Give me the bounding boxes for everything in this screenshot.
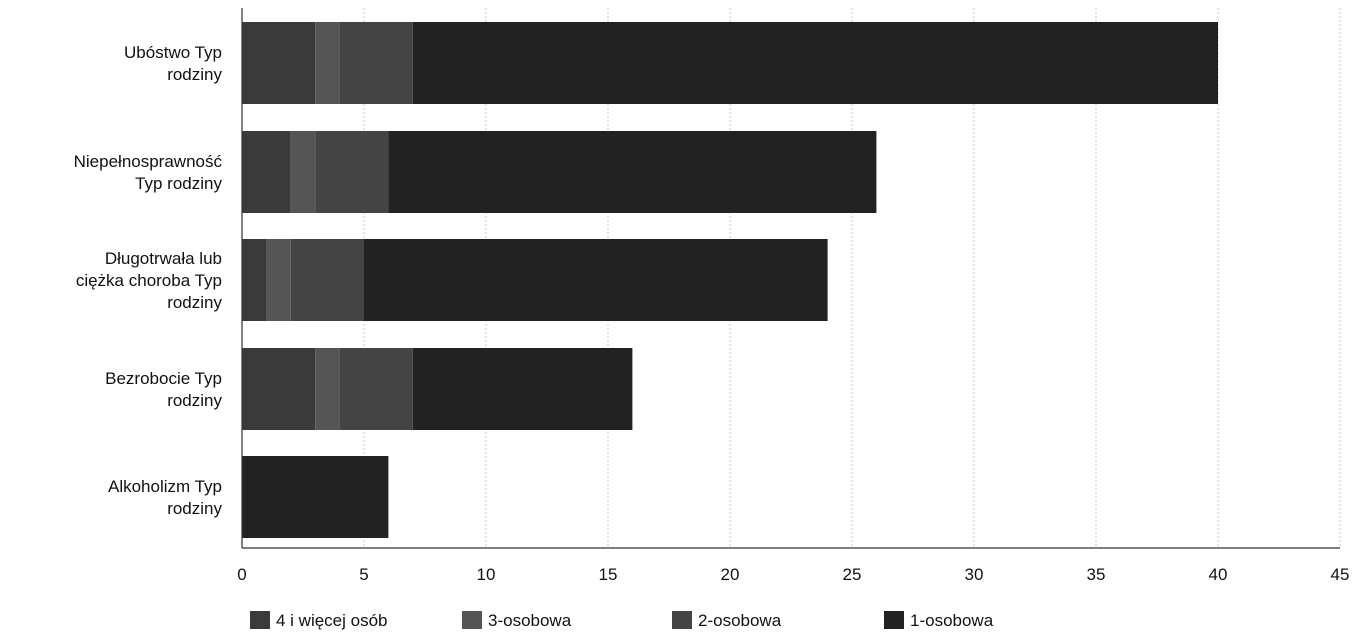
category-label-1-line-1: Typ rodziny (135, 174, 222, 193)
category-label-2: Długotrwała lub ciężka choroba Typ rodziny (76, 249, 223, 312)
bar-segment-2-3 (364, 239, 828, 321)
category-label-2-line-0: Długotrwała lub (105, 249, 222, 268)
category-label-3: Bezrobocie Typ rodziny (105, 369, 222, 410)
x-tick-label-5: 5 (359, 565, 368, 584)
legend-swatch-0 (250, 611, 270, 629)
category-label-0: Ubóstwo Typ rodziny (124, 43, 222, 84)
bar-segment-3-3 (412, 348, 633, 430)
x-tick-labels: 0 5 10 15 20 25 30 35 40 45 (237, 565, 1349, 584)
category-label-1: Niepełnosprawność Typ rodziny (74, 152, 223, 193)
bar-segment-2-2 (290, 239, 364, 321)
x-tick-label-10: 10 (477, 565, 496, 584)
bar-segment-1-1 (290, 131, 316, 213)
x-tick-label-30: 30 (965, 565, 984, 584)
legend-swatch-3 (884, 611, 904, 629)
category-label-4: Alkoholizm Typ rodziny (108, 477, 223, 518)
x-tick-label-45: 45 (1331, 565, 1350, 584)
bar-segment-0-2 (339, 22, 413, 104)
category-labels: Ubóstwo Typ rodziny Niepełnosprawność Typ r… (74, 43, 223, 518)
x-tick-label-40: 40 (1209, 565, 1228, 584)
category-label-4-line-1: rodziny (167, 499, 222, 518)
category-label-3-line-1: rodziny (167, 391, 222, 410)
bar-segment-1-0 (242, 131, 291, 213)
bar-segment-3-2 (339, 348, 413, 430)
x-tick-label-0: 0 (237, 565, 246, 584)
category-label-2-line-2: rodziny (167, 293, 222, 312)
x-tick-label-35: 35 (1087, 565, 1106, 584)
bars (242, 22, 1218, 538)
x-tick-label-15: 15 (599, 565, 618, 584)
x-tick-label-20: 20 (721, 565, 740, 584)
legend-swatch-2 (672, 611, 692, 629)
category-label-4-line-0: Alkoholizm Typ (108, 477, 222, 496)
bar-segment-2-1 (266, 239, 291, 321)
bar-segment-3-1 (315, 348, 340, 430)
category-label-2-line-1: ciężka choroba Typ (76, 271, 222, 290)
legend-swatch-1 (462, 611, 482, 629)
legend-label-3: 1-osobowa (910, 611, 994, 630)
x-tick-label-25: 25 (843, 565, 862, 584)
legend-label-0: 4 i więcej osób (276, 611, 388, 630)
bar-segment-0-3 (412, 22, 1218, 104)
bar-segment-3-0 (242, 348, 316, 430)
category-label-0-line-1: rodziny (167, 65, 222, 84)
category-label-3-line-0: Bezrobocie Typ (105, 369, 222, 388)
legend: 4 i więcej osób 3-osobowa 2-osobowa 1-osobo… (250, 611, 994, 630)
bar-segment-1-2 (315, 131, 389, 213)
bar-segment-0-0 (242, 22, 316, 104)
legend-label-1: 3-osobowa (488, 611, 572, 630)
category-label-0-line-0: Ubóstwo Typ (124, 43, 222, 62)
bar-segment-0-1 (315, 22, 340, 104)
bar-segment-2-0 (242, 239, 267, 321)
legend-label-2: 2-osobowa (698, 611, 782, 630)
category-label-1-line-0: Niepełnosprawność (74, 152, 223, 171)
bar-segment-1-3 (388, 131, 877, 213)
bar-segment-4-3 (242, 456, 389, 538)
